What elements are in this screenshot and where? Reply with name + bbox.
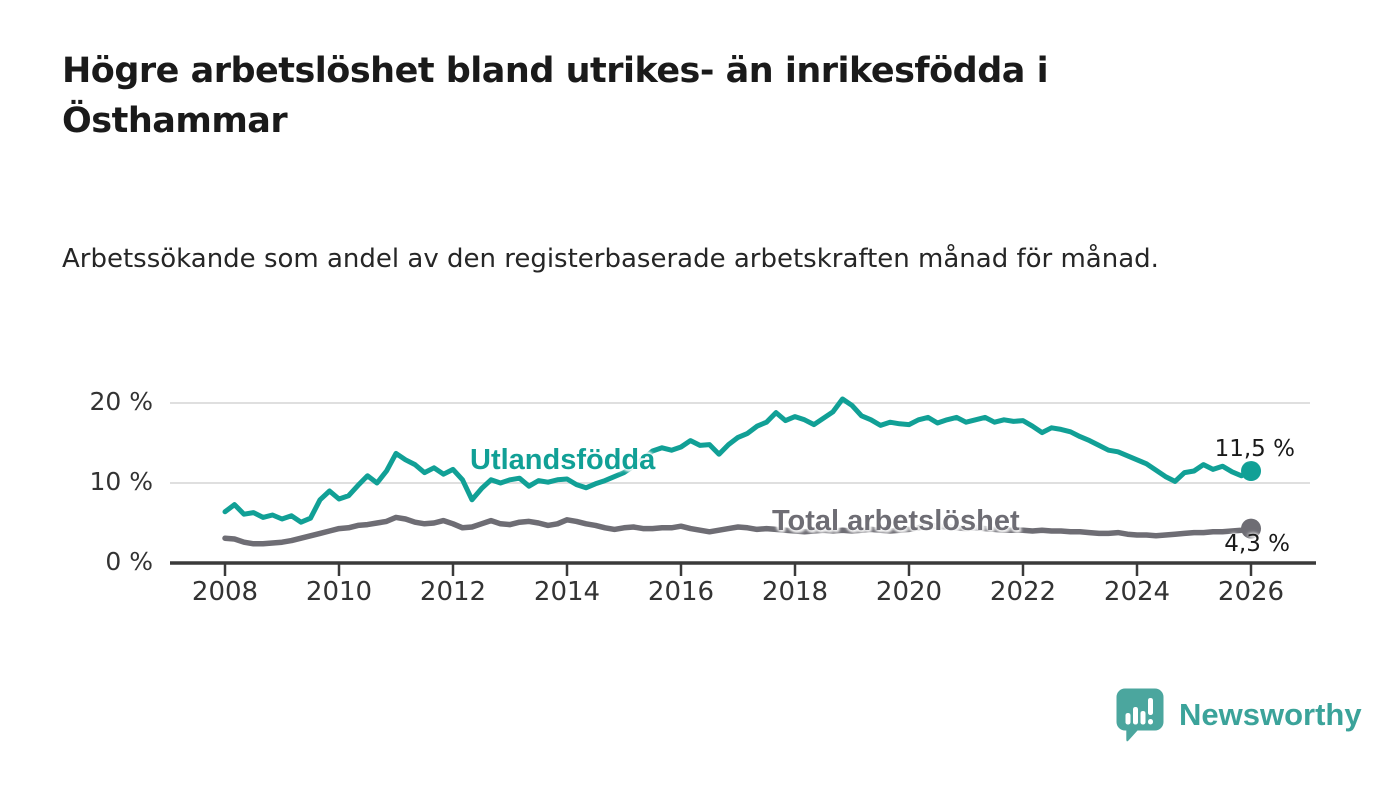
series-line-0 [222, 396, 1254, 525]
x-tick-label: 2014 [533, 577, 601, 607]
x-tick-label: 2010 [305, 577, 373, 607]
chart-subtitle: Arbetssökande som andel av den registerb… [62, 244, 1159, 274]
series-end-dot-1 [1241, 518, 1262, 539]
x-tick-label: 2018 [761, 577, 829, 607]
y-tick-label: 0 % [105, 547, 153, 576]
series-line-1 [222, 514, 1254, 547]
newsworthy-bubble-chart-icon [1116, 688, 1164, 742]
x-tick-label: 2016 [647, 577, 715, 607]
y-tick-label: 10 % [89, 467, 153, 496]
series-label-utlandsfodda: Utlandsfödda [470, 444, 656, 476]
series-end-dot-0 [1241, 461, 1262, 481]
x-tick-label: 2026 [1217, 577, 1285, 607]
newsworthy-logo[interactable]: Newsworthy [1114, 686, 1362, 743]
x-tick-label: 2008 [191, 577, 259, 607]
x-tick-label: 2022 [989, 577, 1057, 607]
series-label-total-arbetsloshet: Total arbetslöshet [772, 505, 1020, 537]
end-value-utlandsfodda: 11,5 % [1214, 436, 1295, 462]
x-tick-label: 2020 [875, 577, 943, 607]
newsworthy-logo-text: Newsworthy [1179, 696, 1362, 732]
chart-title: Högre arbetslöshet bland utrikes- än inr… [62, 51, 1049, 142]
x-tick-label: 2024 [1103, 577, 1171, 607]
end-value-total-arbetsloshet: 4,3 % [1224, 531, 1290, 557]
x-tick-label: 2012 [419, 577, 487, 607]
y-tick-label: 20 % [89, 387, 153, 416]
